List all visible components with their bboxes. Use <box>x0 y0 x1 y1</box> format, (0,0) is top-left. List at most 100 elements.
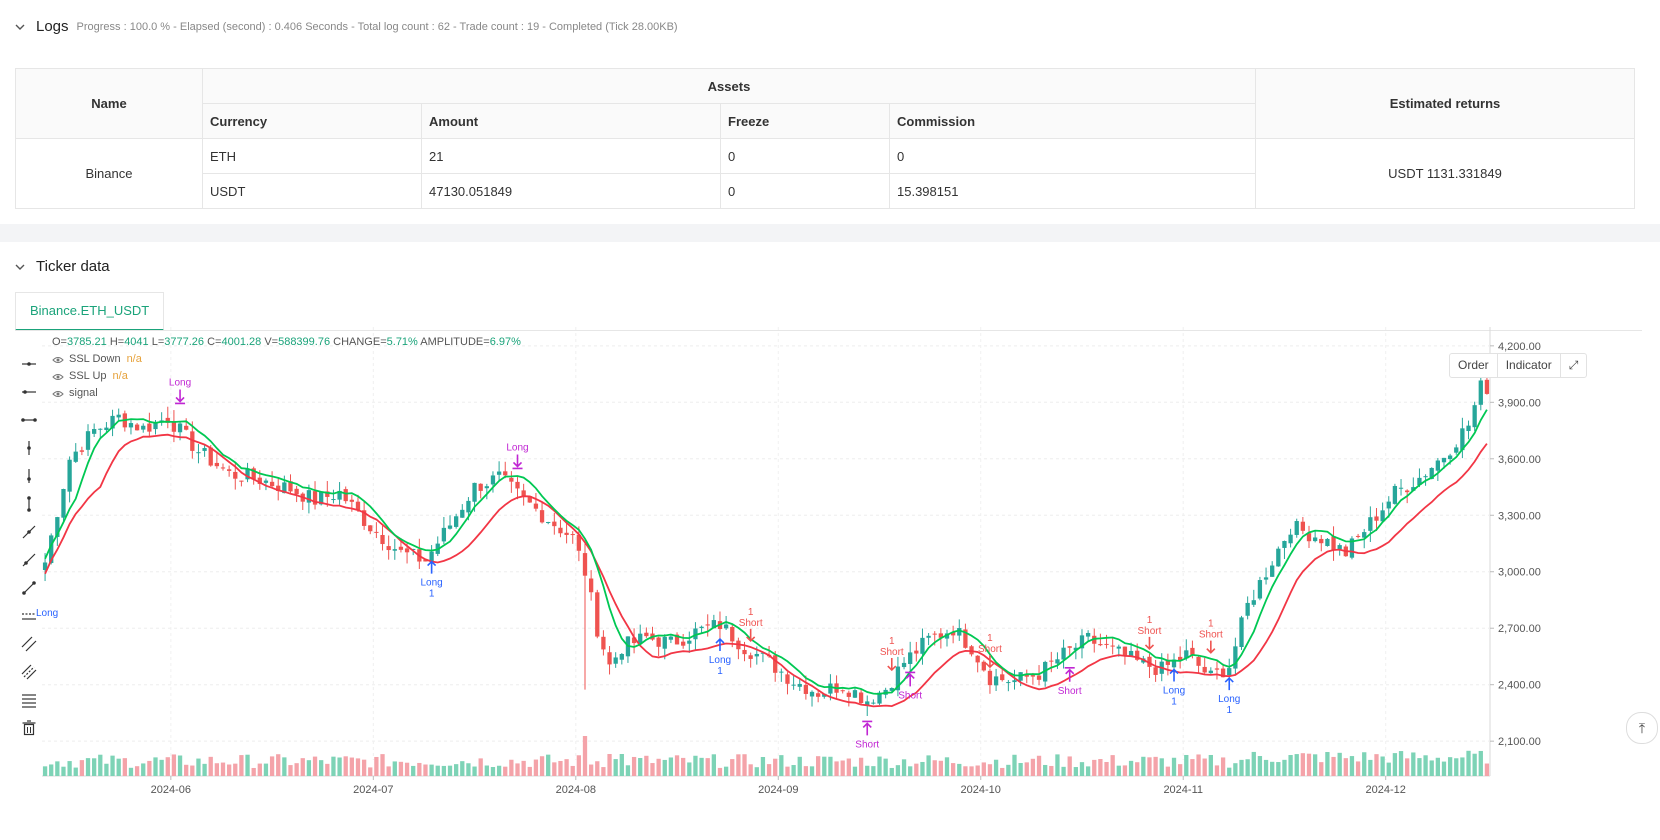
eye-icon[interactable] <box>52 373 64 381</box>
volume-bar <box>220 762 226 776</box>
candle-body <box>932 633 937 635</box>
volume-bar <box>693 755 698 776</box>
candle-body <box>852 690 858 698</box>
candle-body <box>588 578 594 593</box>
vertical-segment-icon[interactable] <box>16 490 42 518</box>
candle-body <box>1055 659 1060 664</box>
series-value: n/a <box>112 370 128 382</box>
volume-bar <box>411 765 416 776</box>
ticker-header[interactable]: Ticker data <box>14 258 110 275</box>
fib-retracement-icon[interactable] <box>16 686 42 714</box>
volume-bar <box>190 765 195 776</box>
low-value: 3777.26 <box>164 336 205 348</box>
channel-icon[interactable] <box>16 658 42 686</box>
order-button[interactable]: Order <box>1450 354 1498 377</box>
candle-body <box>1263 577 1269 580</box>
trend-line-icon[interactable] <box>16 518 42 546</box>
expand-icon[interactable]: ⤢ <box>1568 358 1579 372</box>
volume-bar <box>1392 753 1398 776</box>
volume-bar <box>816 756 821 776</box>
volume-bar <box>1079 762 1085 776</box>
volume-bar <box>374 756 379 776</box>
candle-body <box>226 469 232 471</box>
volume-bar <box>1128 760 1134 776</box>
horizontal-ray-icon[interactable] <box>16 378 42 406</box>
candle-body <box>1392 485 1398 504</box>
trash-icon[interactable] <box>16 714 42 742</box>
volume-bar <box>993 759 999 776</box>
candle-body <box>306 490 312 503</box>
header-assets: Assets <box>202 68 1256 104</box>
candle-body <box>276 485 281 492</box>
drawing-toolbar <box>16 350 42 742</box>
legend-series-signal[interactable]: signal <box>52 385 521 402</box>
candle-body <box>1202 666 1207 673</box>
volume-bar <box>932 760 937 776</box>
candle-body <box>1049 660 1054 662</box>
candle-body <box>570 534 575 536</box>
eye-icon[interactable] <box>52 390 64 398</box>
candle-body <box>337 490 342 500</box>
candle-body <box>785 674 790 684</box>
volume-bar <box>742 754 747 776</box>
horizontal-line-icon[interactable] <box>16 350 42 378</box>
volume-bar <box>245 754 250 776</box>
segment-icon[interactable] <box>16 406 42 434</box>
eye-icon[interactable] <box>52 356 64 364</box>
x-tick-label: 2024-10 <box>961 784 1001 796</box>
exit-arrow-icon <box>862 720 873 736</box>
legend-series-ssl-up[interactable]: SSL Up n/a <box>52 368 521 385</box>
volume-bar <box>257 763 262 776</box>
volume-bar <box>435 765 440 776</box>
price-chart[interactable]: 4,200.00 3,900.00 3,600.00 3,300.00 3,000.00… <box>0 242 1660 840</box>
volume-bar <box>730 759 735 776</box>
candle-body <box>98 428 103 430</box>
candle-body <box>920 637 925 654</box>
volume-bar <box>1355 761 1361 776</box>
volume-bar <box>128 767 134 776</box>
signal-qty: 1 <box>889 636 895 647</box>
legend-series-ssl-down[interactable]: SSL Down n/a <box>52 351 521 368</box>
candle-body <box>877 692 882 704</box>
volume-bar <box>527 766 532 776</box>
volume-bar <box>1368 759 1373 776</box>
volume-bar <box>380 754 385 776</box>
ray-icon[interactable] <box>16 546 42 574</box>
logs-header[interactable]: Logs Progress : 100.0 % - Elapsed (secon… <box>14 18 678 35</box>
exit-signal-label: Long <box>506 442 528 453</box>
candle-body <box>1374 516 1379 521</box>
volume-bar <box>349 757 354 776</box>
short-signal-label: Short <box>978 644 1002 655</box>
table-row: USDT 47130.051849 0 15.398151 <box>16 173 1635 209</box>
price-channel-icon[interactable] <box>16 602 42 630</box>
cell-amount: 47130.051849 <box>421 173 721 209</box>
vertical-line-icon[interactable] <box>16 434 42 462</box>
indicator-button[interactable]: Indicator <box>1498 354 1561 377</box>
candle-body <box>1349 538 1355 558</box>
candle-body <box>1030 675 1036 677</box>
volume-bar <box>570 765 575 776</box>
scroll-top-button[interactable]: ⤒ <box>1626 712 1658 744</box>
candle-body <box>1257 580 1263 599</box>
candle-body <box>1417 477 1422 485</box>
volume-bar <box>226 764 232 776</box>
signal-qty: 1 <box>1171 697 1177 708</box>
vertical-ray-icon[interactable] <box>16 462 42 490</box>
candle-body <box>705 624 710 626</box>
parallel-channel-icon[interactable] <box>16 630 42 658</box>
volume-bar <box>1270 761 1275 776</box>
y-tick-label: 2,400.00 <box>1498 680 1541 692</box>
chevron-down-icon[interactable] <box>14 261 26 273</box>
exit-arrow-icon <box>512 454 523 470</box>
candle-body <box>1012 680 1017 683</box>
volume-bar <box>564 759 569 776</box>
header-returns: Estimated returns <box>1255 68 1635 139</box>
candle-body <box>177 423 183 433</box>
volume-bar <box>1196 754 1201 776</box>
candle-body <box>858 692 864 703</box>
volume-bar <box>1153 756 1158 776</box>
candle-body <box>723 624 729 629</box>
chevron-down-icon[interactable] <box>14 21 26 33</box>
extended-line-icon[interactable] <box>16 574 42 602</box>
volume-bar <box>306 760 312 776</box>
